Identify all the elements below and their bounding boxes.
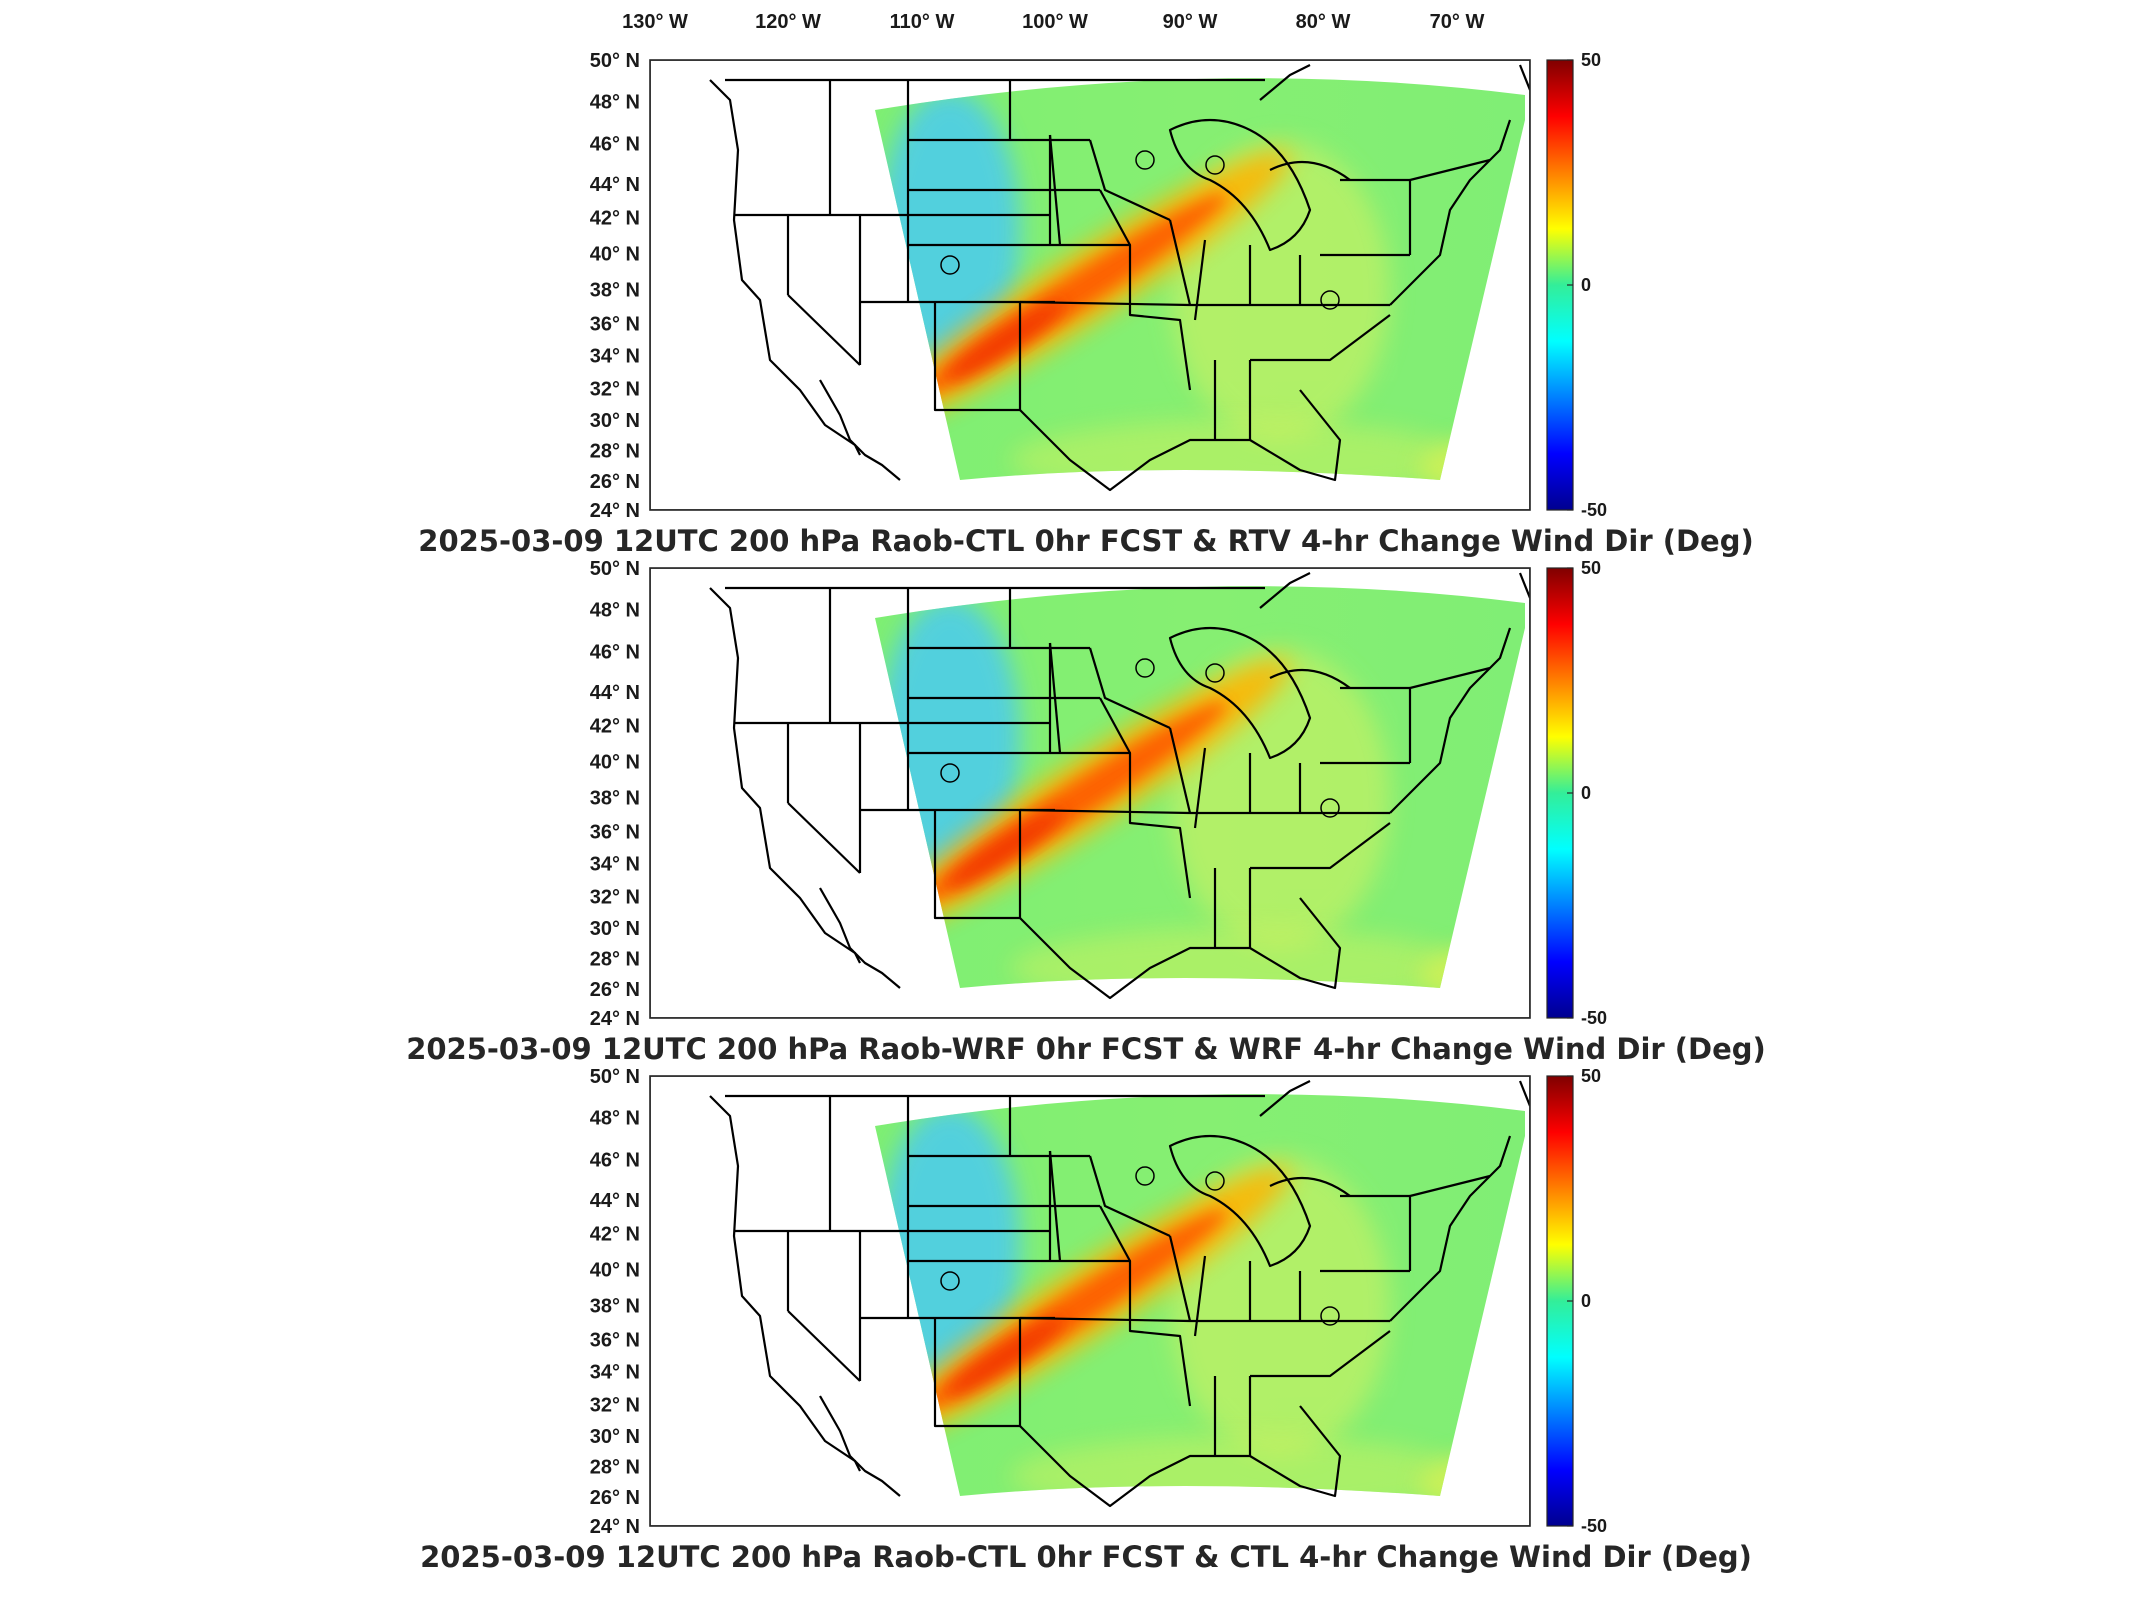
lat-tick-label: 44° N xyxy=(590,174,640,196)
lat-tick-label: 28° N xyxy=(590,1457,640,1479)
lat-tick-label: 46° N xyxy=(590,641,640,663)
lat-tick-label: 48° N xyxy=(590,599,640,621)
map-panel: 50° N 48° N 46° N 44° N 42° N 40° N 38° N 36° N… xyxy=(420,1066,1752,1574)
lat-tick-label: 40° N xyxy=(590,1260,640,1282)
lat-tick-label: 42° N xyxy=(590,716,640,738)
lat-tick-label: 34° N xyxy=(590,346,640,368)
lat-tick-label: 30° N xyxy=(590,1426,640,1448)
colorbar-tick-label: 0 xyxy=(1581,783,1591,803)
map-panel: 50° N 48° N 46° N 44° N 42° N 40° N 38° N 36° N… xyxy=(406,558,1766,1066)
lat-tick-label: 36° N xyxy=(590,821,640,843)
lat-tick-label: 38° N xyxy=(590,788,640,810)
longitude-labels: 130° W 120° W 110° W 100° W 90° W 80° W 70° W xyxy=(622,11,1484,33)
lat-tick-label: 38° N xyxy=(590,1296,640,1318)
lat-tick-label: 46° N xyxy=(590,1149,640,1171)
lon-tick-label: 90° W xyxy=(1163,11,1218,33)
lat-tick-label: 40° N xyxy=(590,244,640,266)
map-field-and-boundaries xyxy=(650,568,1540,1018)
map-panel: 50° N 48° N 46° N 44° N 42° N 40° N 38° N 36° N… xyxy=(418,50,1753,558)
colorbar-tick-label: 50 xyxy=(1581,1066,1601,1086)
lat-tick-label: 26° N xyxy=(590,1487,640,1509)
lon-tick-label: 110° W xyxy=(890,11,955,33)
map-field-and-boundaries xyxy=(650,1076,1540,1526)
map-frame xyxy=(649,1075,1531,1527)
lon-tick-label: 120° W xyxy=(755,11,821,33)
lon-tick-label: 70° W xyxy=(1430,11,1485,33)
colorbar-tick-label: 50 xyxy=(1581,558,1601,578)
colorbar-tick-label: 50 xyxy=(1581,50,1601,70)
lat-tick-label: 32° N xyxy=(590,379,640,401)
lat-tick-label: 48° N xyxy=(590,1107,640,1129)
lat-tick-label: 40° N xyxy=(590,752,640,774)
lat-tick-label: 48° N xyxy=(590,91,640,113)
colorbar-tick-label: 0 xyxy=(1581,275,1591,295)
map-area xyxy=(650,568,1540,1018)
lat-tick-label: 36° N xyxy=(590,313,640,335)
panel-title: 2025-03-09 12UTC 200 hPa Raob-CTL 0hr FC… xyxy=(420,1540,1752,1574)
colorbar-tick-label: -50 xyxy=(1581,1008,1607,1028)
map-area xyxy=(650,60,1540,510)
lat-tick-label: 28° N xyxy=(590,441,640,463)
lat-tick-label: 24° N xyxy=(590,1516,640,1538)
lat-tick-label: 26° N xyxy=(590,471,640,493)
lat-tick-label: 34° N xyxy=(590,854,640,876)
lat-tick-label: 30° N xyxy=(590,410,640,432)
lat-tick-label: 24° N xyxy=(590,500,640,522)
lat-tick-label: 42° N xyxy=(590,1224,640,1246)
lat-tick-label: 50° N xyxy=(590,558,640,580)
map-panels: 50° N 48° N 46° N 44° N 42° N 40° N 38° N 36° N… xyxy=(406,50,1766,1574)
lat-tick-label: 42° N xyxy=(590,208,640,230)
lat-tick-label: 24° N xyxy=(590,1008,640,1030)
lat-tick-label: 34° N xyxy=(590,1362,640,1384)
colorbar-tick-label: -50 xyxy=(1581,500,1607,520)
lat-tick-label: 44° N xyxy=(590,1190,640,1212)
map-frame xyxy=(649,59,1531,511)
lat-tick-label: 30° N xyxy=(590,918,640,940)
lat-tick-label: 26° N xyxy=(590,979,640,1001)
lat-tick-label: 28° N xyxy=(590,949,640,971)
lon-tick-label: 80° W xyxy=(1296,11,1351,33)
panel-title: 2025-03-09 12UTC 200 hPa Raob-CTL 0hr FC… xyxy=(418,524,1753,558)
colorbar-tick-label: -50 xyxy=(1581,1516,1607,1536)
lat-tick-label: 38° N xyxy=(590,280,640,302)
lat-tick-label: 50° N xyxy=(590,1066,640,1088)
lat-tick-label: 50° N xyxy=(590,50,640,72)
map-frame xyxy=(649,567,1531,1019)
lat-tick-label: 46° N xyxy=(590,133,640,155)
lat-tick-label: 32° N xyxy=(590,887,640,909)
lon-tick-label: 130° W xyxy=(622,11,688,33)
panel-title: 2025-03-09 12UTC 200 hPa Raob-WRF 0hr FC… xyxy=(406,1032,1766,1066)
lat-tick-label: 32° N xyxy=(590,1395,640,1417)
map-field-and-boundaries xyxy=(650,60,1540,510)
colorbar-tick-label: 0 xyxy=(1581,1291,1591,1311)
lon-tick-label: 100° W xyxy=(1022,11,1088,33)
lat-tick-label: 36° N xyxy=(590,1329,640,1351)
map-area xyxy=(650,1076,1540,1526)
lat-tick-label: 44° N xyxy=(590,682,640,704)
